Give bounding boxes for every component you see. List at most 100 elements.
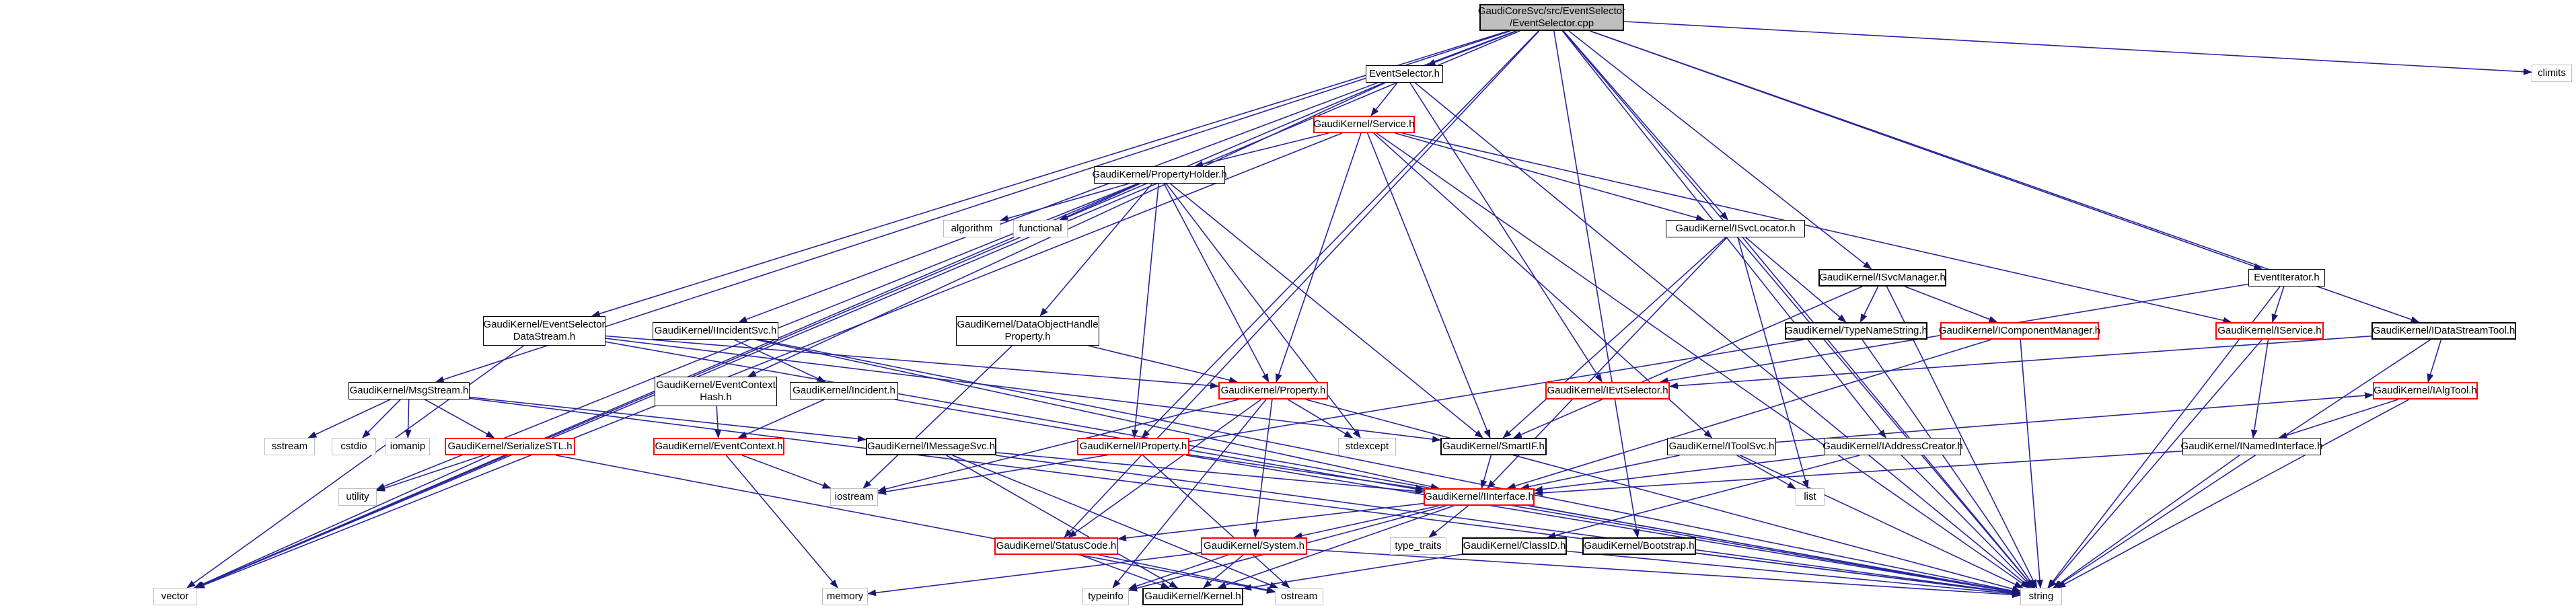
edge-serializestl-to-ostream (556, 455, 1276, 594)
node-ialgtool[interactable]: GaudiKernel/IAlgTool.h (2373, 382, 2478, 399)
node-iostream: iostream (830, 488, 878, 506)
node-eventcontext[interactable]: GaudiKernel/EventContext.h (653, 438, 784, 455)
edge-ialgtool-to-inamedinterface (2278, 399, 2398, 439)
edge-idatastreamtool-to-ialgtool (2427, 339, 2442, 383)
node-typenamestring[interactable]: GaudiKernel/TypeNameString.h (1785, 322, 1927, 340)
node-imessagesvc[interactable]: GaudiKernel/IMessageSvc.h (866, 438, 996, 455)
node-inamedinterface[interactable]: GaudiKernel/INamedInterface.h (2181, 438, 2322, 455)
edge-isvcmanager-to-icomponentmanager (1905, 286, 1998, 323)
node-eventcontexthash[interactable]: GaudiKernel/EventContext Hash.h (655, 377, 777, 406)
node-msgstream[interactable]: GaudiKernel/MsgStream.h (348, 382, 470, 399)
edge-main-to-vector (194, 30, 1520, 588)
node-property[interactable]: GaudiKernel/Property.h (1218, 382, 1328, 399)
edge-classid-to-string (1566, 550, 2021, 597)
edge-itoolsvc-to-string (1740, 455, 2024, 588)
node-eventselector_h[interactable]: EventSelector.h (1366, 65, 1443, 83)
edge-system-to-memory (867, 551, 1202, 597)
edge-incident-to-eventcontext (737, 399, 825, 439)
edge-property-to-string (1305, 399, 2021, 593)
edge-propertyholder-to-algorithm (1000, 183, 1130, 222)
node-iomanip: iomanip (385, 438, 430, 455)
edge-service-to-isvclocator (1395, 132, 1705, 221)
node-climits: climits (2532, 65, 2572, 82)
node-incident[interactable]: GaudiKernel/Incident.h (790, 382, 898, 399)
node-ostream: ostream (1275, 588, 1323, 605)
node-propertyholder[interactable]: GaudiKernel/PropertyHolder.h (1092, 166, 1227, 184)
edge-dataobjecthandleprop-to-iostream (862, 345, 1013, 489)
edge-eventselector_h-to-ievtselector (1409, 82, 1603, 383)
node-algorithm: algorithm (943, 220, 1000, 237)
edge-main-to-climits (1623, 21, 2532, 75)
node-iinterface[interactable]: GaudiKernel/IInterface.h (1424, 488, 1535, 506)
node-sstream: sstream (264, 438, 315, 455)
edge-iincidentsvc-to-incident (734, 339, 826, 383)
node-iaddresscreator[interactable]: GaudiKernel/IAddressCreator.h (1823, 438, 1963, 455)
edge-idatastreamtool-to-string (2053, 339, 2431, 588)
edge-main-to-string (1562, 30, 2034, 588)
edge-eventcontexthash-to-eventcontext (714, 406, 722, 439)
edge-service-to-vector (196, 132, 1343, 589)
edge-service-to-string (1376, 132, 2030, 588)
node-memory: memory (822, 588, 868, 605)
edge-iproperty-to-string (1186, 455, 2021, 595)
node-serializestl[interactable]: GaudiKernel/SerializeSTL.h (445, 438, 575, 455)
node-functional: functional (1013, 220, 1068, 237)
edge-service-to-smartif (1366, 132, 1491, 439)
edge-iservice-to-string (2048, 339, 2262, 588)
edge-imessagesvc-to-iinterface (996, 452, 1424, 495)
edge-isvclocator-to-string (1742, 237, 2034, 588)
node-itoolsvc[interactable]: GaudiKernel/IToolSvc.h (1667, 438, 1776, 455)
edge-statuscode-to-kernel (1079, 554, 1170, 588)
node-icomponentmanager[interactable]: GaudiKernel/IComponentManager.h (1939, 322, 2100, 340)
edge-system-to-kernel (1203, 554, 1244, 588)
edge-propertyholder-to-property (1163, 183, 1269, 383)
node-iincidentsvc[interactable]: GaudiKernel/IIncidentSvc.h (653, 322, 778, 340)
node-stdexcept: stdexcept (1338, 438, 1396, 455)
edge-dataobjecthandleprop-to-property (1088, 345, 1239, 384)
edge-iproperty-to-ostream (1142, 455, 1290, 588)
edge-system-to-typeinfo (1128, 554, 1229, 590)
edge-iinterface-to-statuscode (1117, 502, 1424, 541)
node-service[interactable]: GaudiKernel/Service.h (1313, 116, 1415, 133)
node-kernel[interactable]: GaudiKernel/Kernel.h (1142, 588, 1243, 605)
node-isvcmanager[interactable]: GaudiKernel/ISvcManager.h (1818, 269, 1946, 287)
node-iservice[interactable]: GaudiKernel/IService.h (2215, 322, 2324, 340)
edge-service-to-propertyholder (1194, 132, 1329, 167)
edge-msgstream-to-imessagesvc (469, 396, 867, 443)
node-bootstrap[interactable]: GaudiKernel/Bootstrap.h (1582, 537, 1696, 555)
edge-serializestl-to-vector (194, 455, 491, 588)
edge-propertyholder-to-smartif (1169, 183, 1483, 439)
edge-iinterface-to-type_traits (1428, 505, 1469, 538)
edge-iservice-to-inamedinterface (2250, 339, 2269, 439)
node-iproperty[interactable]: GaudiKernel/IProperty.h (1077, 438, 1189, 455)
edge-icomponentmanager-to-iinterface (1506, 339, 1991, 490)
node-isvclocator[interactable]: GaudiKernel/ISvcLocator.h (1666, 220, 1805, 237)
node-system[interactable]: GaudiKernel/System.h (1201, 537, 1307, 555)
edge-typenamestring-to-iostream (877, 339, 1804, 496)
node-cstdio: cstdio (332, 438, 376, 455)
edge-inamedinterface-to-string (2053, 455, 2240, 588)
node-list: list (1796, 488, 1825, 506)
edge-iaddresscreator-to-string (1901, 455, 2033, 588)
node-main[interactable]: GaudiCoreSvc/src/EventSelector /EventSel… (1478, 4, 1625, 31)
edge-serializestl-to-utility (376, 455, 484, 492)
node-typeinfo: typeinfo (1082, 588, 1129, 605)
node-dataobjecthandleprop[interactable]: GaudiKernel/DataObjectHandle Property.h (956, 316, 1099, 346)
edge-isvclocator-to-smartif (1502, 237, 1726, 439)
node-smartif[interactable]: GaudiKernel/SmartIF.h (1440, 438, 1547, 455)
edge-service-to-iservice (1402, 132, 2232, 324)
node-statuscode[interactable]: GaudiKernel/StatusCode.h (994, 537, 1118, 555)
edge-propertyholder-to-functional (1059, 183, 1141, 221)
node-ievtselector[interactable]: GaudiKernel/IEvtSelector.h (1545, 382, 1670, 399)
node-evseldatastream[interactable]: GaudiKernel/EventSelector DataStream.h (483, 316, 605, 346)
node-eventiterator[interactable]: EventIterator.h (2248, 269, 2325, 287)
node-classid[interactable]: GaudiKernel/ClassID.h (1462, 537, 1567, 555)
edge-inamedinterface-to-iinterface (1534, 450, 2183, 496)
edge-bootstrap-to-string (1695, 552, 2021, 597)
node-utility: utility (338, 488, 377, 506)
edge-property-to-statuscode (1068, 399, 1261, 538)
node-idatastreamtool[interactable]: GaudiKernel/IDataStreamTool.h (2371, 322, 2516, 340)
